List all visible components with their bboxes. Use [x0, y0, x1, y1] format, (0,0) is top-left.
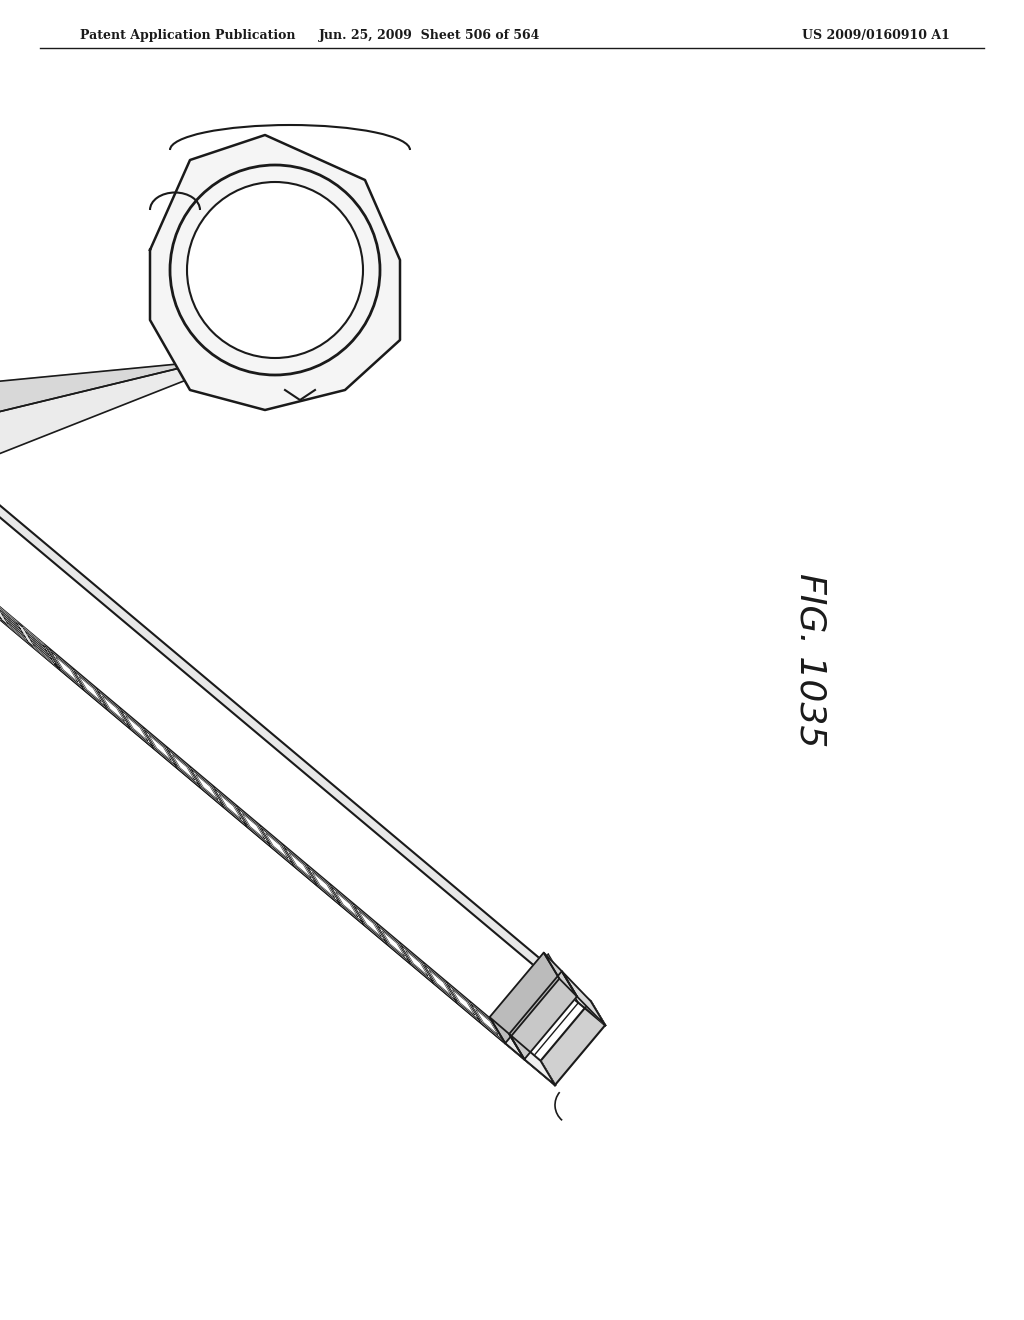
Polygon shape [261, 828, 293, 863]
Polygon shape [541, 1001, 605, 1085]
Polygon shape [4, 618, 26, 638]
Polygon shape [121, 710, 153, 746]
Text: FIG. 1035: FIG. 1035 [793, 573, 827, 747]
Polygon shape [150, 135, 400, 411]
Polygon shape [4, 612, 36, 648]
Polygon shape [400, 945, 432, 981]
Polygon shape [0, 610, 20, 628]
Polygon shape [6, 622, 28, 642]
Polygon shape [284, 847, 316, 883]
Polygon shape [489, 953, 559, 1043]
Polygon shape [509, 1034, 555, 1085]
Polygon shape [0, 422, 605, 1026]
Polygon shape [23, 627, 44, 647]
Polygon shape [331, 886, 362, 923]
Polygon shape [544, 953, 577, 997]
Polygon shape [97, 690, 129, 726]
Polygon shape [144, 730, 176, 766]
Polygon shape [51, 651, 83, 688]
Polygon shape [0, 345, 375, 453]
Polygon shape [0, 345, 275, 507]
Polygon shape [0, 482, 555, 1085]
Polygon shape [354, 906, 386, 942]
Polygon shape [562, 972, 605, 1026]
Polygon shape [74, 671, 105, 708]
Polygon shape [28, 632, 59, 668]
Polygon shape [471, 1003, 503, 1040]
Polygon shape [33, 644, 54, 664]
Circle shape [187, 182, 362, 358]
Polygon shape [509, 972, 577, 1059]
Polygon shape [307, 867, 339, 903]
Polygon shape [1, 614, 23, 634]
Polygon shape [0, 512, 58, 668]
Polygon shape [447, 985, 479, 1020]
Polygon shape [26, 631, 47, 651]
Polygon shape [238, 808, 269, 843]
Polygon shape [0, 599, 1, 619]
Polygon shape [168, 750, 200, 785]
Polygon shape [28, 635, 49, 655]
Text: US 2009/0160910 A1: US 2009/0160910 A1 [802, 29, 950, 41]
Polygon shape [378, 925, 410, 961]
Polygon shape [424, 965, 456, 1001]
Polygon shape [0, 605, 18, 624]
Polygon shape [190, 768, 222, 805]
Polygon shape [0, 593, 12, 628]
Polygon shape [30, 640, 52, 659]
Polygon shape [214, 788, 246, 825]
Polygon shape [489, 1018, 524, 1059]
Polygon shape [495, 1023, 526, 1060]
Text: Jun. 25, 2009  Sheet 506 of 564: Jun. 25, 2009 Sheet 506 of 564 [319, 29, 541, 41]
Text: Patent Application Publication: Patent Application Publication [80, 29, 296, 41]
